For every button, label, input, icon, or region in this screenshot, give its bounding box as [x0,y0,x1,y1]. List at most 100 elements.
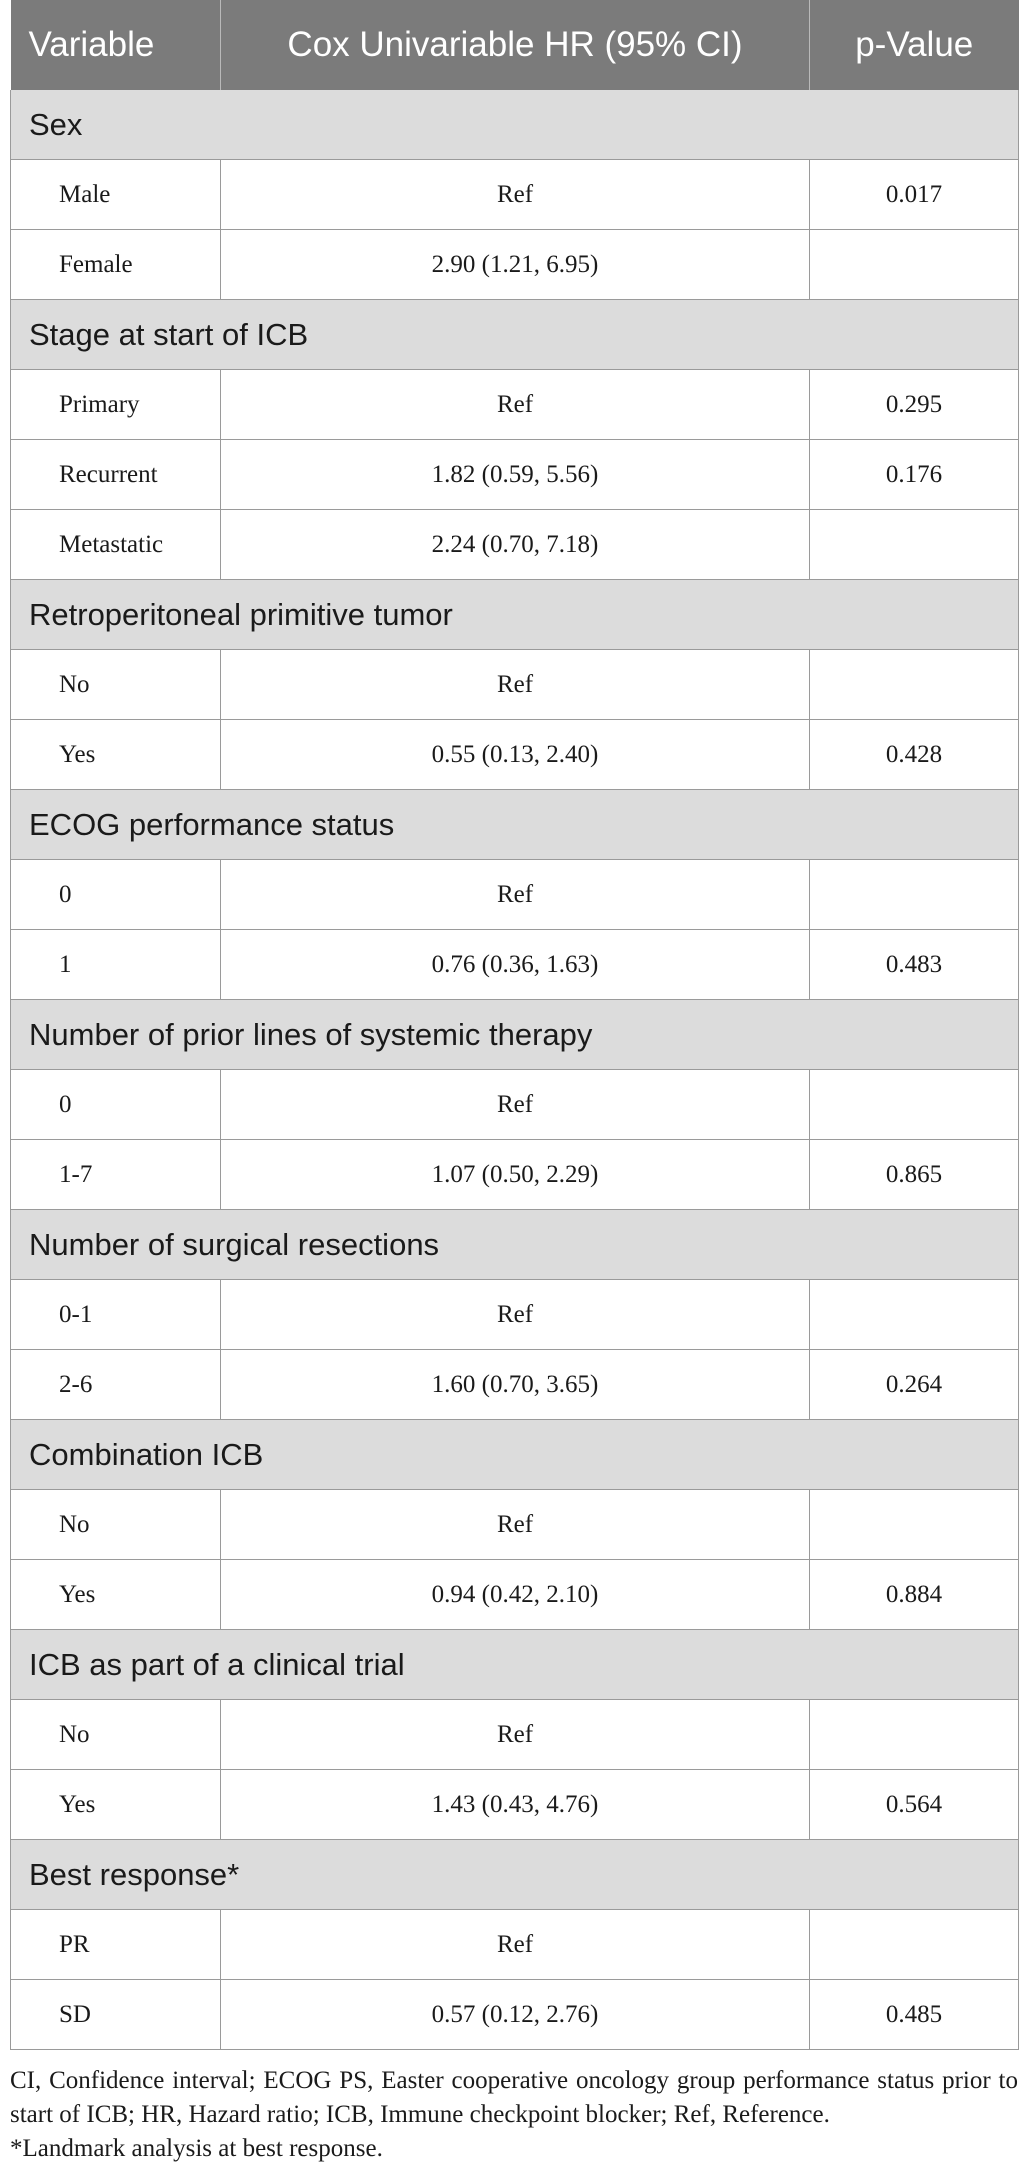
row-hazard-ratio: 0.94 (0.42, 2.10) [220,1559,810,1630]
row-hazard-ratio: Ref [220,649,810,720]
table-row: Primary Ref 0.295 [10,369,1019,440]
row-p-value: 0.564 [809,1769,1019,1840]
section-title: ICB as part of a clinical trial [10,1629,1019,1700]
row-p-value: 0.884 [809,1559,1019,1630]
row-label: No [10,1699,221,1770]
row-p-value [809,1489,1019,1560]
row-label: 2-6 [10,1349,221,1420]
table-row: Yes 1.43 (0.43, 4.76) 0.564 [10,1769,1019,1840]
section-title: Combination ICB [10,1419,1019,1490]
table-row: Yes 0.94 (0.42, 2.10) 0.884 [10,1559,1019,1630]
row-hazard-ratio: 2.24 (0.70, 7.18) [220,509,810,580]
row-p-value: 0.176 [809,439,1019,510]
table-container: Variable Cox Univariable HR (95% CI) p-V… [10,0,1019,2166]
row-hazard-ratio: 0.57 (0.12, 2.76) [220,1979,810,2050]
table-row: 0-1 Ref [10,1279,1019,1350]
header-variable: Variable [10,0,221,90]
section-row: Best response* [10,1839,1019,1910]
row-hazard-ratio: 1.60 (0.70, 3.65) [220,1349,810,1420]
row-hazard-ratio: 0.55 (0.13, 2.40) [220,719,810,790]
footnote-abbreviations: CI, Confidence interval; ECOG PS, Easter… [10,2067,1018,2128]
section-row: ECOG performance status [10,789,1019,860]
row-label: Recurrent [10,439,221,510]
section-row: ICB as part of a clinical trial [10,1629,1019,1700]
row-hazard-ratio: Ref [220,1909,810,1980]
row-label: 1 [10,929,221,1000]
row-hazard-ratio: 2.90 (1.21, 6.95) [220,229,810,300]
table-row: Recurrent 1.82 (0.59, 5.56) 0.176 [10,439,1019,510]
row-label: 0-1 [10,1279,221,1350]
row-hazard-ratio: Ref [220,369,810,440]
table-row: No Ref [10,1699,1019,1770]
row-hazard-ratio: 1.07 (0.50, 2.29) [220,1139,810,1210]
row-label: 0 [10,859,221,930]
row-label: 0 [10,1069,221,1140]
table-row: 1-7 1.07 (0.50, 2.29) 0.865 [10,1139,1019,1210]
table-row: SD 0.57 (0.12, 2.76) 0.485 [10,1979,1019,2050]
row-p-value: 0.428 [809,719,1019,790]
section-row: Number of prior lines of systemic therap… [10,999,1019,1070]
row-hazard-ratio: 1.82 (0.59, 5.56) [220,439,810,510]
row-label: Yes [10,719,221,790]
table-row: No Ref [10,649,1019,720]
section-row: Combination ICB [10,1419,1019,1490]
section-row: Stage at start of ICB [10,299,1019,370]
header-p-value: p-Value [809,0,1019,90]
section-row: Number of surgical resections [10,1209,1019,1280]
section-title: Number of prior lines of systemic therap… [10,999,1019,1070]
row-hazard-ratio: 1.43 (0.43, 4.76) [220,1769,810,1840]
section-title: Retroperitoneal primitive tumor [10,579,1019,650]
row-p-value [809,649,1019,720]
row-p-value [809,1069,1019,1140]
section-row: Retroperitoneal primitive tumor [10,579,1019,650]
table-footnotes: CI, Confidence interval; ECOG PS, Easter… [10,2064,1018,2166]
row-hazard-ratio: Ref [220,859,810,930]
row-label: Yes [10,1559,221,1630]
row-label: Male [10,159,221,230]
table-row: Male Ref 0.017 [10,159,1019,230]
row-p-value [809,509,1019,580]
footnote-landmark: *Landmark analysis at best response. [10,2135,383,2162]
header-hazard-ratio: Cox Univariable HR (95% CI) [220,0,810,90]
row-label: No [10,649,221,720]
row-hazard-ratio: Ref [220,1699,810,1770]
row-p-value [809,229,1019,300]
table-row: PR Ref [10,1909,1019,1980]
row-hazard-ratio: Ref [220,1279,810,1350]
row-label: PR [10,1909,221,1980]
table-row: Metastatic 2.24 (0.70, 7.18) [10,509,1019,580]
row-p-value: 0.865 [809,1139,1019,1210]
row-hazard-ratio: Ref [220,1069,810,1140]
row-label: SD [10,1979,221,2050]
table-row: 2-6 1.60 (0.70, 3.65) 0.264 [10,1349,1019,1420]
row-p-value: 0.485 [809,1979,1019,2050]
row-p-value [809,1279,1019,1350]
row-hazard-ratio: Ref [220,159,810,230]
section-title: ECOG performance status [10,789,1019,860]
table-row: 0 Ref [10,1069,1019,1140]
row-label: Metastatic [10,509,221,580]
section-row: Sex [10,90,1019,160]
table-row: No Ref [10,1489,1019,1560]
row-label: No [10,1489,221,1560]
section-title: Best response* [10,1839,1019,1910]
row-p-value: 0.483 [809,929,1019,1000]
row-hazard-ratio: 0.76 (0.36, 1.63) [220,929,810,1000]
table-row: Female 2.90 (1.21, 6.95) [10,229,1019,300]
table-header: Variable Cox Univariable HR (95% CI) p-V… [10,0,1019,90]
row-hazard-ratio: Ref [220,1489,810,1560]
hazard-ratio-table: Variable Cox Univariable HR (95% CI) p-V… [10,0,1019,2050]
row-p-value [809,859,1019,930]
row-label: Female [10,229,221,300]
row-p-value [809,1699,1019,1770]
section-title: Stage at start of ICB [10,299,1019,370]
row-label: Primary [10,369,221,440]
row-p-value: 0.017 [809,159,1019,230]
row-label: Yes [10,1769,221,1840]
section-title: Number of surgical resections [10,1209,1019,1280]
section-title: Sex [10,90,1019,160]
row-p-value [809,1909,1019,1980]
table-row: 0 Ref [10,859,1019,930]
row-p-value: 0.295 [809,369,1019,440]
row-p-value: 0.264 [809,1349,1019,1420]
